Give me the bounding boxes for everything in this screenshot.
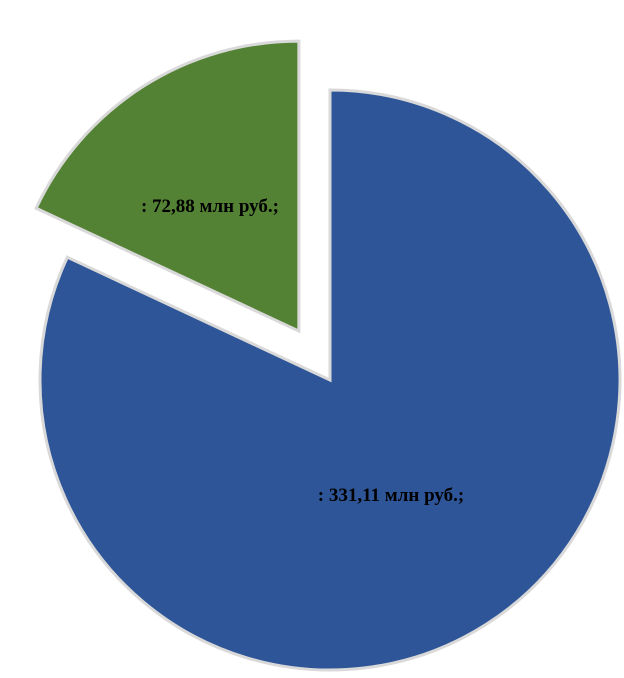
data-label-green-slice: : 72,88 млн руб.; [141, 196, 279, 217]
pie-slice-blue [38, 88, 622, 672]
pie-slice-green [34, 39, 301, 334]
data-label-blue-slice: : 331,11 млн руб.; [318, 485, 464, 506]
